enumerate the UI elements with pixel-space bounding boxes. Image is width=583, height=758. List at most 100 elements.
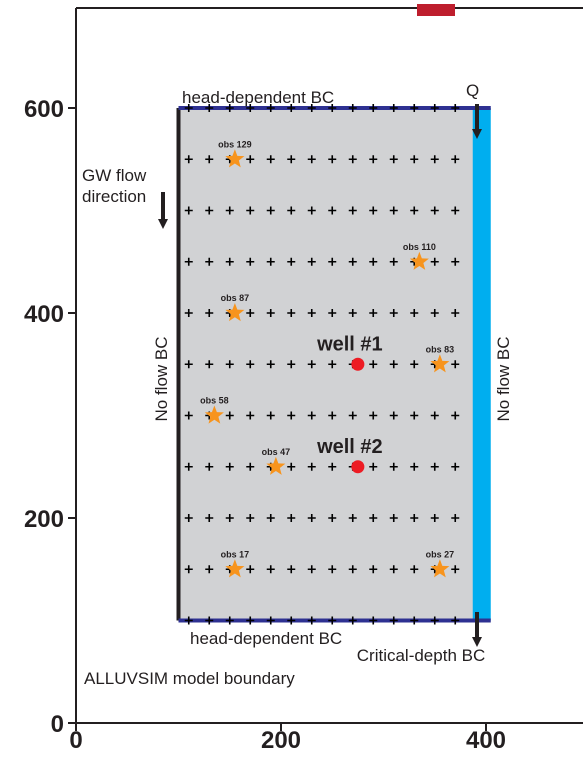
grid-node: [410, 462, 419, 471]
grid-node: [184, 462, 193, 471]
y-tick-label: 200: [24, 506, 64, 533]
grid-node: [369, 514, 378, 522]
grid-node: [307, 360, 316, 369]
grid-node: [348, 309, 357, 317]
grid-node: [225, 360, 234, 369]
grid-node: [430, 309, 439, 317]
right-bc-strip: [472, 108, 491, 621]
q-arrow: [472, 104, 482, 139]
grid-node: [410, 309, 419, 317]
grid-node: [307, 411, 316, 420]
grid-node: [328, 462, 337, 471]
well-label: well #2: [316, 436, 383, 458]
grid-node: [451, 514, 460, 522]
grid-node: [389, 514, 398, 522]
grid-node: [451, 360, 460, 369]
grid-node: [307, 514, 316, 522]
grid-node: [266, 616, 275, 625]
grid-node: [369, 104, 378, 112]
grid-node: [451, 565, 460, 574]
grid-node: [328, 155, 337, 164]
grid-node: [287, 411, 296, 420]
grid-node: [369, 155, 378, 164]
annotations: head-dependent BC head-dependent BC No f…: [82, 81, 513, 688]
obs-label: obs 110: [403, 242, 436, 252]
grid-node: [225, 104, 234, 112]
grid-node: [184, 206, 193, 215]
x-tick-label: 200: [261, 727, 301, 754]
grid-node: [205, 514, 214, 522]
grid-node: [451, 411, 460, 420]
grid-node: [410, 616, 419, 625]
grid-node: [430, 462, 439, 471]
y-tick-label: 0: [51, 711, 64, 738]
grid-node: [307, 104, 316, 112]
grid-node: [246, 155, 255, 164]
grid-node: [369, 206, 378, 215]
grid-node: [184, 411, 193, 420]
grid-node: [287, 206, 296, 215]
grid-node: [451, 104, 460, 112]
top-bc-label: head-dependent BC: [182, 88, 334, 107]
grid-node: [246, 514, 255, 522]
grid-node: [246, 360, 255, 369]
grid-node: [205, 206, 214, 215]
grid-node: [430, 411, 439, 420]
grid-node: [389, 565, 398, 574]
obs-star: [225, 559, 245, 578]
obs-star: [430, 559, 450, 578]
grid-node: [307, 309, 316, 317]
grid-node: [389, 462, 398, 471]
grid-node: [451, 309, 460, 317]
grid-node: [328, 257, 337, 266]
grid-node: [430, 616, 439, 625]
grid-node: [246, 462, 255, 471]
grid-node: [184, 565, 193, 574]
arrow-head: [158, 219, 168, 229]
grid-node: [307, 462, 316, 471]
grid-node: [184, 309, 193, 317]
grid-node: [246, 206, 255, 215]
grid-node: [205, 257, 214, 266]
right-bc-label: No flow BC: [494, 336, 513, 421]
grid-node: [328, 565, 337, 574]
grid-node: [328, 206, 337, 215]
grid-node: [266, 565, 275, 574]
x-tick-label: 0: [69, 727, 82, 754]
grid-node: [266, 206, 275, 215]
grid-node: [287, 155, 296, 164]
obs-label: obs 87: [221, 293, 250, 303]
top-marker: [417, 4, 455, 16]
grid-node: [430, 155, 439, 164]
obs-label: obs 83: [426, 344, 455, 354]
obs-star: [204, 405, 224, 424]
grid-node: [205, 360, 214, 369]
grid-node: [430, 514, 439, 522]
grid-node: [348, 104, 357, 112]
grid-node: [389, 309, 398, 317]
grid-node: [287, 565, 296, 574]
grid-node: [389, 257, 398, 266]
markers: obs 129 obs 110 obs 87 obs 83 obs 58 obs 47 ob…: [158, 104, 482, 647]
grid-node: [410, 206, 419, 215]
grid-node: [205, 616, 214, 625]
obs-label: obs 129: [218, 139, 252, 149]
grid-node: [184, 514, 193, 522]
grid-node: [266, 360, 275, 369]
grid-node: [328, 411, 337, 420]
grid-node: [451, 257, 460, 266]
grid-node: [389, 360, 398, 369]
grid-node: [184, 155, 193, 164]
grid-node: [348, 411, 357, 420]
obs-label: obs 27: [426, 549, 455, 559]
grid-node: [430, 257, 439, 266]
obs-star: [266, 456, 286, 475]
grid-nodes: [184, 104, 460, 625]
grid-node: [389, 155, 398, 164]
well-marker: [351, 357, 365, 371]
obs-star: [430, 354, 450, 373]
model-boundary-label: ALLUVSIM model boundary: [84, 669, 295, 688]
grid-node: [369, 565, 378, 574]
grid-node: [266, 257, 275, 266]
